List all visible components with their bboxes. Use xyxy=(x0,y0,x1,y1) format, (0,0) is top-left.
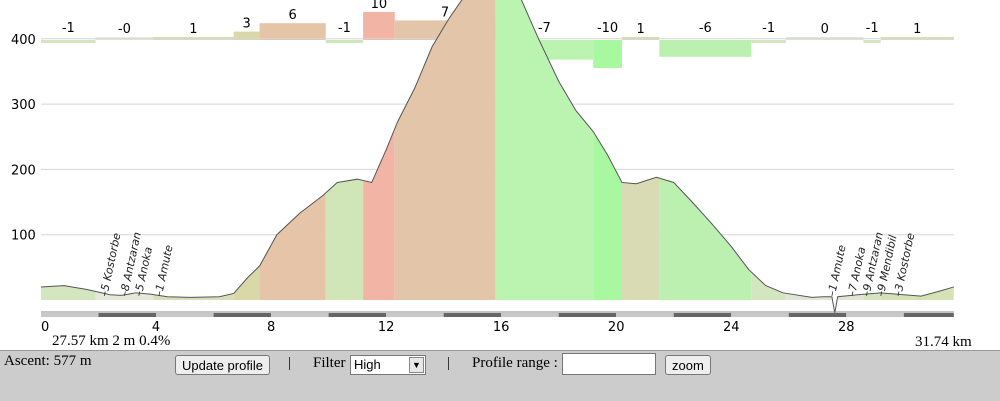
grade-label: 7 xyxy=(441,5,449,20)
ascent-text: Ascent: 577 m xyxy=(4,353,92,369)
range-end-info: 31.74 km xyxy=(915,334,972,350)
y-tick-label: 100 xyxy=(11,229,36,244)
grade-label: 1 xyxy=(189,22,197,37)
x-axis-ruler xyxy=(903,313,954,317)
x-axis-ruler xyxy=(443,313,502,317)
x-axis-ruler xyxy=(386,313,444,317)
x-axis-ruler xyxy=(501,313,559,317)
x-tick-label: 0 xyxy=(41,320,49,335)
x-axis: 0 4 8 12 16 20 24 28 xyxy=(41,311,954,335)
waypoint-label: –1 Amute xyxy=(152,244,176,298)
x-axis-ruler xyxy=(673,313,732,317)
grade-label: -7 xyxy=(538,21,551,36)
grade-bar xyxy=(659,40,752,57)
area-segment xyxy=(233,0,260,300)
x-tick-label: 8 xyxy=(267,320,275,335)
y-tick-label: 400 xyxy=(11,33,36,48)
filter-value: High xyxy=(354,357,381,372)
area-segment xyxy=(325,0,364,300)
zoom-button[interactable]: zoom xyxy=(665,355,711,375)
y-axis-ticks: 100200300400500600 xyxy=(11,33,36,244)
x-axis-ruler xyxy=(731,313,789,317)
grade-label: -1 xyxy=(866,21,879,36)
grade-label: 6 xyxy=(289,8,297,23)
x-tick-label: 24 xyxy=(723,320,740,335)
grade-label: -1 xyxy=(338,21,351,36)
x-axis-ruler xyxy=(156,313,214,317)
grade-label: -10 xyxy=(597,21,618,36)
grade-label: 3 xyxy=(242,17,250,32)
range-start-info: 27.57 km 2 m 0.4% xyxy=(52,333,170,349)
x-axis-ruler xyxy=(271,313,329,317)
area-segment xyxy=(363,0,395,300)
elevation-line xyxy=(40,0,954,314)
grade-label: 0 xyxy=(821,22,829,37)
x-axis-ruler xyxy=(98,313,157,317)
update-profile-button[interactable]: Update profile xyxy=(175,355,270,375)
x-axis-ruler xyxy=(213,313,272,317)
profile-range-input[interactable] xyxy=(562,353,656,375)
grade-bar xyxy=(863,40,881,43)
grade-label: -1 xyxy=(62,21,75,36)
x-axis-ruler xyxy=(41,313,99,317)
x-tick-label: 4 xyxy=(152,320,160,335)
grade-bar xyxy=(325,40,364,43)
x-tick-label: 28 xyxy=(838,320,855,335)
grade-bar xyxy=(363,12,395,40)
grade-label: -6 xyxy=(699,21,712,36)
y-tick-label: 200 xyxy=(11,163,36,178)
grade-bar xyxy=(259,23,326,40)
waypoint-label: –1 Amute xyxy=(825,244,849,298)
grade-label: -1 xyxy=(762,21,775,36)
separator: | xyxy=(288,355,292,371)
grade-label: 10 xyxy=(371,0,388,12)
x-axis-ruler xyxy=(558,313,617,317)
filter-label: Filter xyxy=(313,355,346,371)
area-segment xyxy=(621,0,660,300)
y-tick-label: 300 xyxy=(11,98,36,113)
x-axis-ruler xyxy=(328,313,387,317)
x-axis-ruler xyxy=(616,313,674,317)
separator: | xyxy=(447,355,451,371)
x-axis-ruler xyxy=(846,313,904,317)
x-tick-label: 20 xyxy=(608,320,625,335)
grade-label: -0 xyxy=(118,22,131,37)
x-axis-ruler xyxy=(788,313,847,317)
grade-bar xyxy=(41,40,96,43)
area-segment xyxy=(41,0,96,300)
profile-range-label: Profile range : xyxy=(472,355,558,371)
grade-bar xyxy=(593,40,622,68)
grade-label: 1 xyxy=(913,22,921,37)
elevation-area xyxy=(40,0,954,314)
bottom-toolbar: Ascent: 577 m Update profile | Filter Hi… xyxy=(0,350,1000,401)
filter-select[interactable]: High ▼ xyxy=(350,355,426,375)
area-segment xyxy=(394,0,496,300)
grade-bar xyxy=(233,31,260,40)
area-segment xyxy=(751,0,786,300)
x-tick-label: 16 xyxy=(493,320,510,335)
x-tick-label: 12 xyxy=(378,320,395,335)
grade-bar xyxy=(751,40,786,43)
grade-label: 1 xyxy=(637,22,645,37)
chevron-down-icon[interactable]: ▼ xyxy=(409,357,424,373)
area-segment xyxy=(259,0,326,300)
area-segment xyxy=(785,0,864,300)
